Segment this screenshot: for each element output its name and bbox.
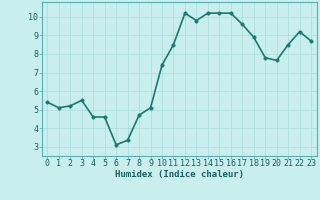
X-axis label: Humidex (Indice chaleur): Humidex (Indice chaleur) <box>115 170 244 179</box>
